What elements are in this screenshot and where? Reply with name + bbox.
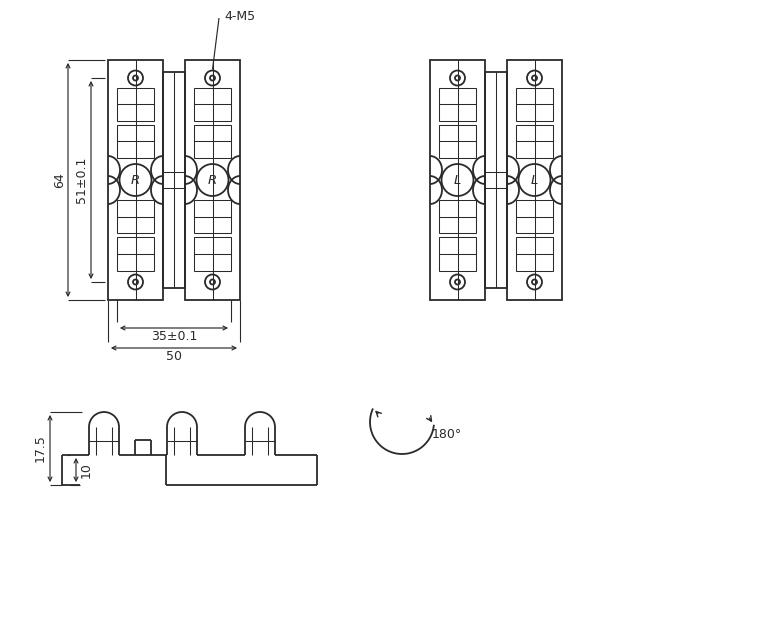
Text: 51±0.1: 51±0.1 (75, 157, 88, 203)
Bar (117, 125, 154, 158)
Bar (194, 88, 231, 121)
Text: L: L (531, 173, 538, 186)
Bar (430, 60, 485, 300)
Bar (117, 88, 154, 121)
Bar (516, 200, 553, 233)
Bar (117, 238, 154, 270)
Bar (163, 72, 185, 288)
Bar (516, 238, 553, 270)
Text: 10: 10 (79, 462, 92, 478)
Text: 35±0.1: 35±0.1 (151, 329, 197, 343)
Bar (439, 200, 476, 233)
Bar (516, 88, 553, 121)
Text: 180°: 180° (432, 428, 463, 440)
Bar (439, 238, 476, 270)
Bar (185, 60, 240, 300)
Bar (194, 125, 231, 158)
Bar (194, 238, 231, 270)
Text: 17.5: 17.5 (34, 435, 46, 462)
Bar (439, 125, 476, 158)
Text: R: R (208, 173, 217, 186)
Bar (485, 72, 507, 288)
Bar (516, 125, 553, 158)
Bar (117, 200, 154, 233)
Text: R: R (131, 173, 140, 186)
Bar (108, 60, 163, 300)
Bar (507, 60, 562, 300)
Text: 4-M5: 4-M5 (224, 9, 255, 23)
Text: 50: 50 (166, 350, 182, 362)
Bar (194, 200, 231, 233)
Text: L: L (454, 173, 461, 186)
Bar (439, 88, 476, 121)
Text: 64: 64 (53, 172, 66, 188)
